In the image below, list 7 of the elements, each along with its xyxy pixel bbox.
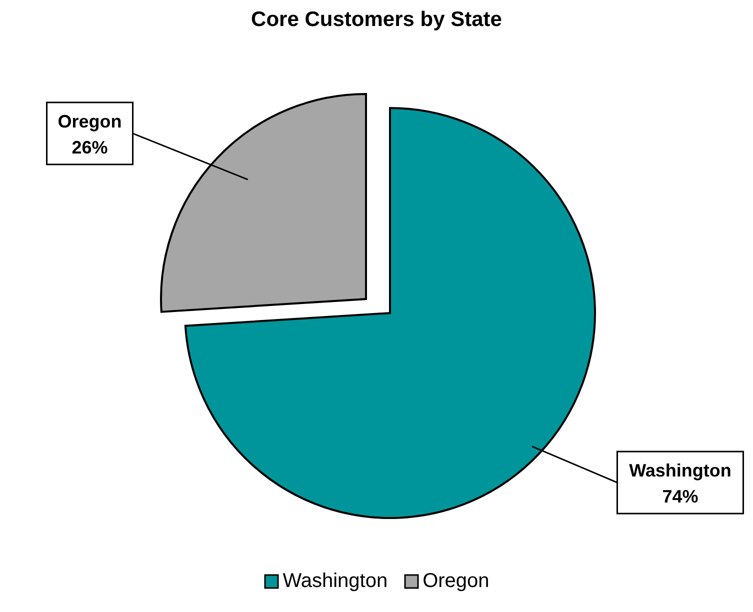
legend-label: Oregon [422,570,490,593]
chart-title: Core Customers by State [250,8,503,33]
slice-label: Washington [629,460,732,481]
legend-label: Washington [282,570,388,593]
data-label: 26% [72,137,108,158]
slice-label: Oregon [58,111,122,132]
data-label: 74% [662,486,698,507]
